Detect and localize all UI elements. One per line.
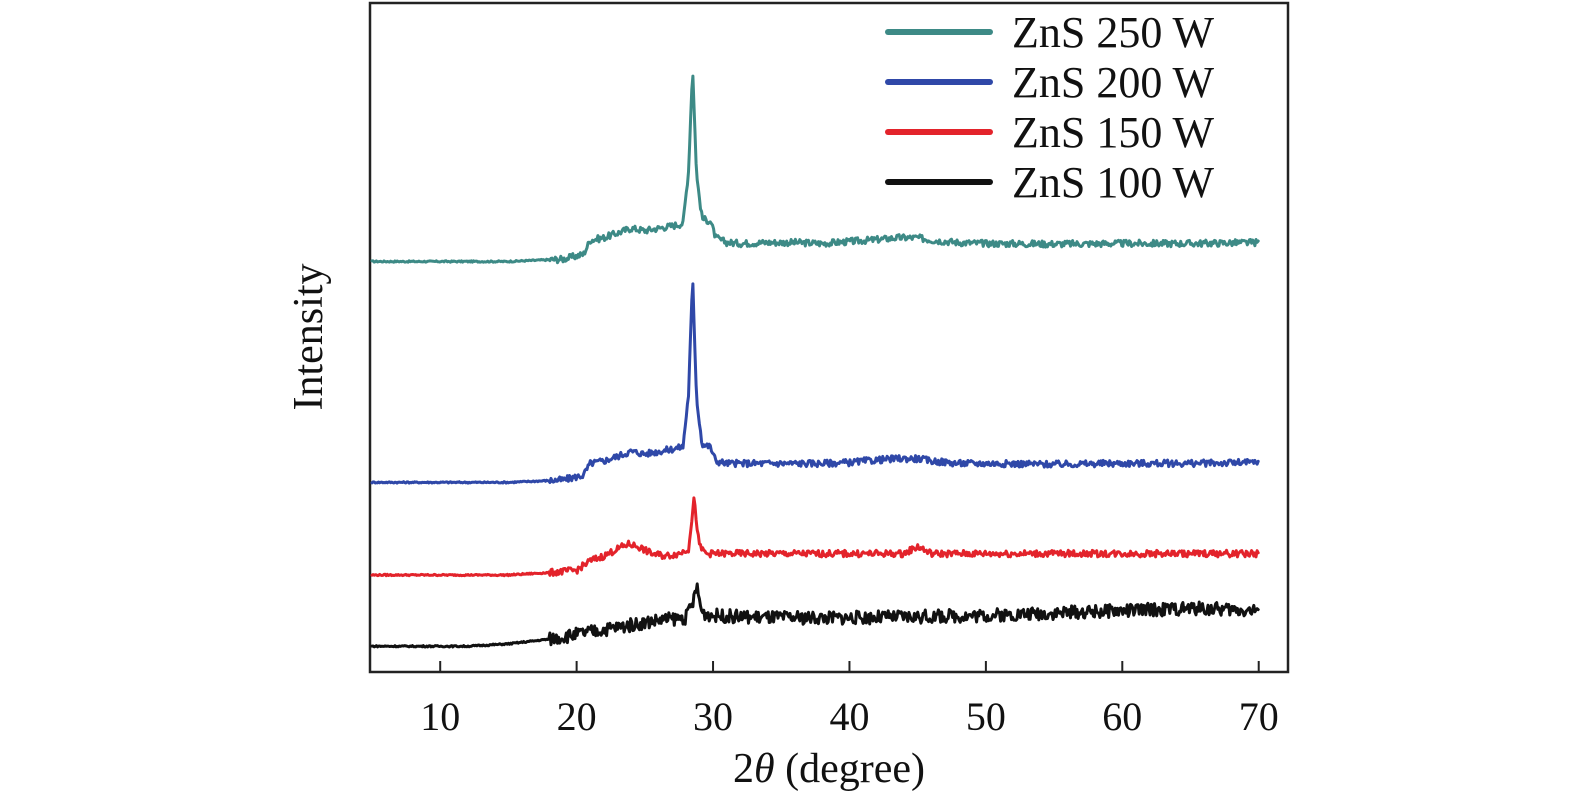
legend-label-2: ZnS 200 W bbox=[1012, 58, 1215, 107]
series-group bbox=[370, 74, 1260, 649]
series-line-3 bbox=[370, 496, 1260, 578]
x-tick-label: 30 bbox=[693, 694, 733, 739]
legend-label-3: ZnS 150 W bbox=[1012, 108, 1215, 157]
plot-frame bbox=[368, 1, 1290, 674]
x-tick-label: 10 bbox=[420, 694, 460, 739]
y-axis-label: Intensity bbox=[286, 264, 332, 411]
x-axis: 10 20 30 40 50 60 70 bbox=[420, 661, 1279, 739]
series-line-4 bbox=[370, 582, 1260, 649]
x-tick-label: 70 bbox=[1239, 694, 1279, 739]
x-tick-label: 50 bbox=[966, 694, 1006, 739]
series-line-2 bbox=[370, 282, 1260, 485]
legend-label-1: ZnS 250 W bbox=[1012, 8, 1215, 57]
x-tick-label: 60 bbox=[1102, 694, 1142, 739]
x-axis-label: 2θ (degree) bbox=[733, 746, 925, 792]
legend-label-4: ZnS 100 W bbox=[1012, 158, 1215, 207]
series-line-1 bbox=[370, 74, 1260, 265]
x-tick-label: 40 bbox=[829, 694, 869, 739]
x-tick-label: 20 bbox=[557, 694, 597, 739]
